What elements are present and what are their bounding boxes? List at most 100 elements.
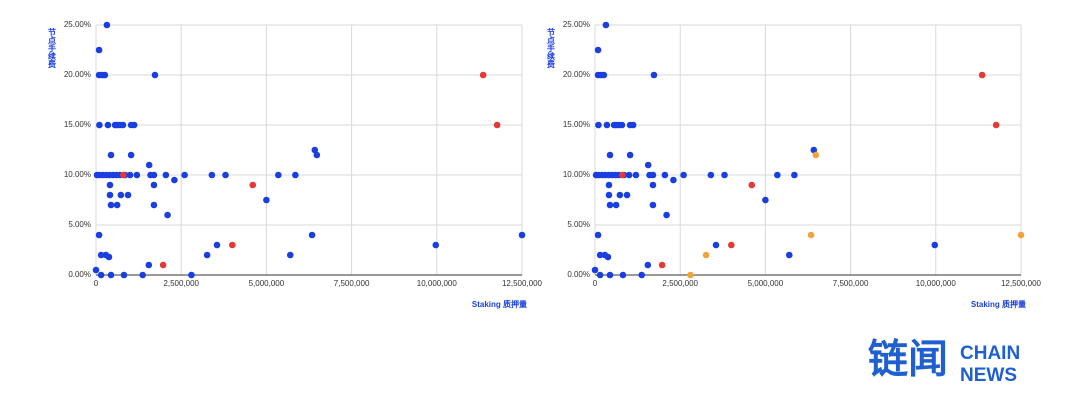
x-tick-label: 10,000,000 bbox=[417, 279, 458, 288]
point bbox=[605, 191, 613, 199]
point bbox=[649, 181, 657, 189]
point bbox=[133, 171, 141, 179]
point bbox=[762, 196, 769, 204]
point bbox=[810, 146, 818, 154]
x-tick-label: 2,500,000 bbox=[662, 279, 698, 288]
point bbox=[594, 231, 602, 239]
point bbox=[728, 241, 735, 249]
point bbox=[658, 261, 666, 269]
point bbox=[119, 121, 127, 129]
y-tick-label: 25.00% bbox=[563, 20, 590, 29]
point bbox=[97, 271, 105, 279]
point bbox=[649, 171, 657, 179]
point bbox=[707, 171, 715, 179]
point bbox=[308, 231, 316, 239]
point bbox=[493, 121, 501, 129]
point bbox=[791, 171, 798, 179]
point bbox=[629, 121, 637, 129]
point bbox=[107, 201, 115, 209]
point bbox=[591, 266, 599, 274]
point bbox=[594, 46, 602, 54]
logo-mark: 链闻 bbox=[868, 338, 948, 382]
logo-line: NEWS bbox=[960, 365, 1017, 386]
point bbox=[181, 171, 188, 179]
point bbox=[229, 241, 236, 249]
point bbox=[213, 241, 221, 249]
point bbox=[721, 171, 728, 179]
y-tick-label: 5.00% bbox=[68, 220, 91, 229]
point bbox=[313, 151, 321, 159]
point bbox=[95, 231, 103, 239]
point bbox=[812, 151, 820, 159]
point bbox=[97, 251, 105, 259]
point bbox=[117, 191, 125, 199]
point bbox=[616, 191, 624, 199]
point bbox=[619, 271, 627, 279]
y-tick-label: 15.00% bbox=[64, 120, 91, 129]
x-tick-label: 12,500,000 bbox=[502, 279, 543, 288]
point bbox=[113, 201, 121, 209]
point bbox=[626, 151, 634, 159]
point bbox=[127, 151, 135, 159]
point bbox=[96, 121, 103, 129]
point bbox=[600, 71, 608, 79]
point bbox=[104, 121, 112, 129]
point bbox=[130, 121, 138, 129]
point bbox=[101, 71, 109, 79]
point bbox=[649, 201, 657, 209]
point bbox=[618, 171, 626, 179]
point bbox=[992, 121, 1000, 129]
point bbox=[145, 161, 153, 169]
y-tick-label: 0.00% bbox=[68, 270, 91, 279]
y-axis-label: 节点手续费 bbox=[48, 27, 57, 69]
x-tick-label: 10,000,000 bbox=[916, 279, 957, 288]
point bbox=[126, 171, 134, 179]
point bbox=[159, 261, 167, 269]
point bbox=[596, 251, 604, 259]
point bbox=[145, 261, 153, 269]
point bbox=[612, 201, 620, 209]
point bbox=[623, 191, 631, 199]
y-tick-label: 0.00% bbox=[567, 270, 590, 279]
y-tick-label: 10.00% bbox=[563, 170, 590, 179]
point bbox=[105, 253, 113, 261]
point bbox=[661, 171, 669, 179]
point bbox=[785, 251, 793, 259]
point bbox=[644, 261, 652, 269]
x-tick-label: 0 bbox=[94, 279, 99, 288]
point bbox=[222, 171, 229, 179]
y-tick-label: 20.00% bbox=[563, 70, 590, 79]
y-tick-label: 5.00% bbox=[567, 220, 590, 229]
point bbox=[203, 251, 211, 259]
point bbox=[150, 201, 158, 209]
point bbox=[978, 71, 986, 79]
point bbox=[188, 271, 195, 279]
point bbox=[670, 176, 677, 184]
point bbox=[663, 211, 670, 219]
point bbox=[605, 181, 613, 189]
x-axis-label: Staking 质押量 bbox=[971, 299, 1026, 309]
point bbox=[208, 171, 216, 179]
point bbox=[606, 151, 614, 159]
point bbox=[604, 253, 612, 261]
point bbox=[139, 271, 146, 279]
point bbox=[774, 171, 781, 179]
point bbox=[311, 146, 319, 154]
point bbox=[606, 271, 614, 279]
y-tick-label: 20.00% bbox=[64, 70, 91, 79]
point bbox=[120, 271, 128, 279]
point bbox=[596, 271, 604, 279]
point bbox=[103, 21, 111, 29]
x-tick-label: 5,000,000 bbox=[249, 279, 285, 288]
point bbox=[249, 181, 257, 189]
point bbox=[95, 46, 103, 54]
point bbox=[292, 171, 299, 179]
point bbox=[92, 266, 100, 274]
x-tick-label: 7,500,000 bbox=[833, 279, 869, 288]
point bbox=[807, 231, 815, 239]
point bbox=[702, 251, 710, 259]
point bbox=[1017, 231, 1025, 239]
point bbox=[748, 181, 756, 189]
point bbox=[164, 211, 171, 219]
point bbox=[286, 251, 294, 259]
